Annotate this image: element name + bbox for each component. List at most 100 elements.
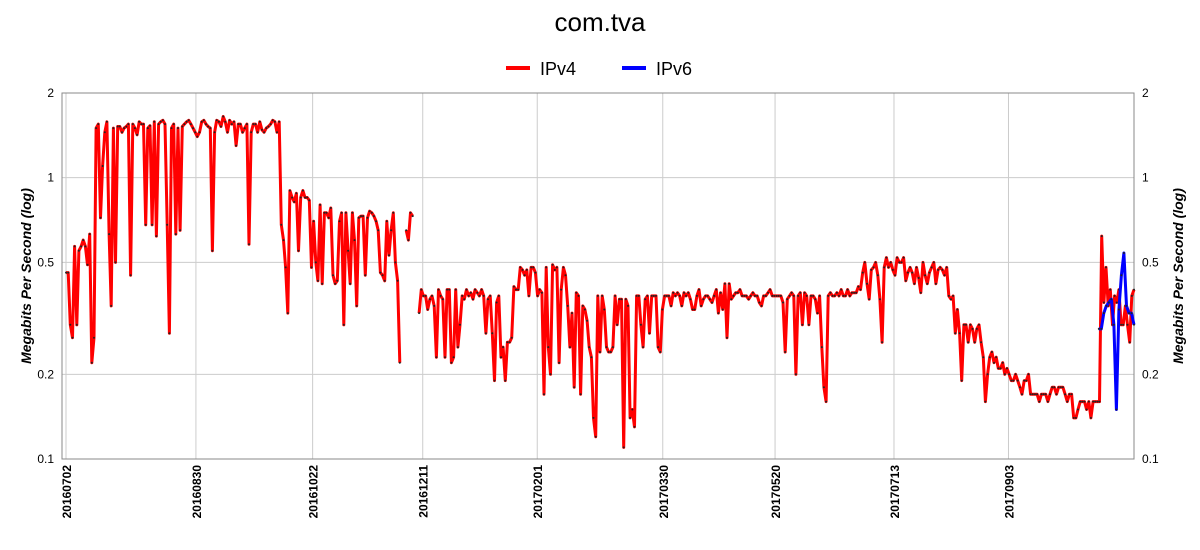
- data-point: [340, 211, 343, 214]
- data-point: [258, 120, 261, 123]
- data-point: [450, 361, 453, 364]
- data-point: [1061, 386, 1064, 389]
- data-point: [357, 216, 360, 219]
- data-point: [627, 304, 629, 307]
- data-point: [857, 285, 860, 288]
- data-point: [377, 229, 380, 232]
- data-point: [947, 294, 950, 297]
- data-point: [1044, 393, 1047, 396]
- data-point: [887, 266, 890, 269]
- data-point: [913, 282, 916, 285]
- data-point: [659, 351, 662, 353]
- data-point: [831, 294, 834, 297]
- data-point: [521, 268, 524, 271]
- data-point: [855, 291, 858, 294]
- data-point: [838, 294, 840, 297]
- data-point: [605, 346, 608, 349]
- data-point: [788, 294, 791, 297]
- data-point: [1126, 323, 1129, 326]
- data-point: [1102, 301, 1105, 304]
- data-point: [965, 323, 967, 326]
- data-point: [185, 120, 188, 123]
- data-point: [730, 298, 733, 301]
- data-point: [332, 274, 334, 277]
- data-point: [364, 274, 367, 277]
- data-point: [810, 294, 812, 297]
- data-point: [394, 261, 397, 264]
- data-point: [896, 256, 899, 259]
- data-point: [657, 346, 660, 349]
- data-point: [982, 356, 985, 359]
- data-point: [534, 271, 537, 274]
- data-point: [859, 288, 862, 291]
- data-point: [945, 266, 948, 269]
- data-point: [323, 211, 326, 214]
- data-point: [527, 294, 530, 297]
- data-point: [743, 294, 746, 297]
- data-point: [105, 120, 108, 123]
- data-point: [631, 408, 634, 411]
- data-point: [168, 332, 171, 335]
- data-point: [937, 268, 940, 271]
- data-point: [711, 301, 713, 304]
- data-point: [575, 291, 578, 294]
- data-point: [848, 294, 851, 297]
- data-point: [861, 271, 864, 274]
- data-point: [245, 123, 248, 126]
- data-point: [751, 291, 754, 294]
- data-point: [611, 346, 614, 349]
- data-point: [243, 127, 246, 130]
- data-point: [721, 308, 724, 311]
- data-point: [431, 294, 433, 297]
- data-point: [801, 323, 804, 326]
- data-point: [114, 261, 117, 264]
- data-point: [1113, 294, 1116, 297]
- data-point: [338, 220, 341, 223]
- data-point: [934, 282, 937, 285]
- data-point: [411, 215, 414, 218]
- data-point: [260, 128, 263, 131]
- data-point: [1097, 327, 1100, 330]
- data-point: [1094, 400, 1097, 403]
- x-tick-label: 20160830: [190, 465, 204, 519]
- data-point: [769, 288, 772, 291]
- data-point: [646, 294, 649, 297]
- data-point: [510, 336, 513, 339]
- data-point: [271, 119, 274, 122]
- data-point: [607, 351, 610, 353]
- data-point: [202, 119, 205, 122]
- grid: [62, 92, 1134, 460]
- data-point: [1025, 379, 1028, 382]
- data-point: [1092, 400, 1095, 403]
- data-point: [971, 327, 974, 330]
- data-point: [906, 271, 909, 274]
- data-point: [472, 298, 474, 301]
- data-point: [812, 294, 815, 297]
- data-point: [297, 249, 300, 252]
- data-point: [1128, 341, 1131, 344]
- data-point: [805, 294, 808, 297]
- data-point: [1133, 323, 1135, 326]
- data-point: [230, 123, 233, 126]
- data-point: [248, 243, 250, 246]
- data-point: [1105, 304, 1108, 307]
- y-tick-label-right: 0.1: [1142, 452, 1159, 466]
- data-point: [241, 131, 244, 134]
- data-point: [288, 189, 291, 192]
- data-point: [515, 288, 517, 291]
- data-point: [426, 308, 429, 311]
- data-point: [536, 294, 539, 297]
- data-point: [424, 294, 427, 297]
- data-point: [177, 127, 179, 130]
- data-point: [775, 294, 778, 297]
- data-point: [566, 304, 569, 307]
- data-point: [1053, 386, 1056, 389]
- data-point: [166, 223, 169, 226]
- data-point: [741, 294, 744, 297]
- data-point: [825, 400, 828, 403]
- data-point: [558, 361, 561, 364]
- data-point: [69, 323, 72, 326]
- data-point: [540, 291, 543, 294]
- data-point: [99, 216, 102, 219]
- legend-label-ipv4: IPv4: [540, 59, 576, 79]
